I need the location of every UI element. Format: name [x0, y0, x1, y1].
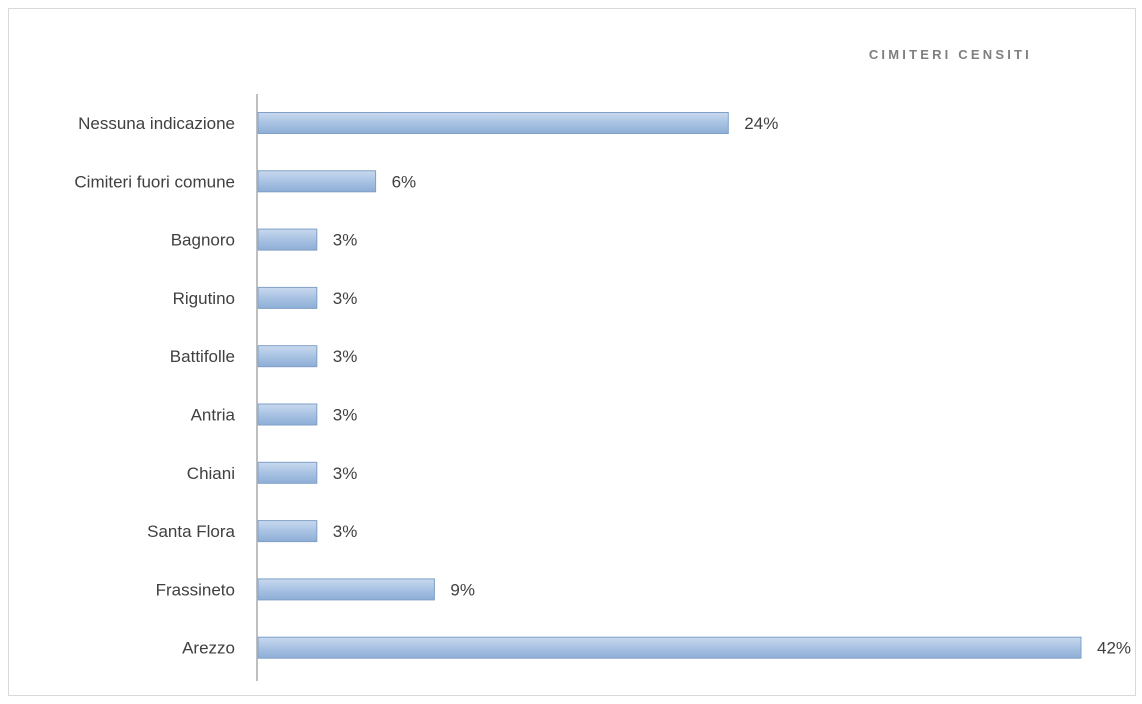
bar-arezzo	[257, 636, 1082, 659]
value-label-arezzo: 42%	[1097, 639, 1131, 658]
category-label-santa-flora: Santa Flora	[147, 522, 235, 541]
value-label-antria: 3%	[333, 406, 358, 425]
bar-santa-flora	[257, 520, 318, 543]
value-label-cimiteri-fuori-comune: 6%	[392, 172, 417, 191]
value-label-santa-flora: 3%	[333, 522, 358, 541]
value-label-rigutino: 3%	[333, 289, 358, 308]
value-label-battifolle: 3%	[333, 347, 358, 366]
bar-antria	[257, 403, 318, 426]
value-label-frassineto: 9%	[450, 580, 475, 599]
value-label-chiani: 3%	[333, 464, 358, 483]
value-label-bagnoro: 3%	[333, 231, 358, 250]
category-label-bagnoro: Bagnoro	[171, 231, 235, 250]
value-labels-group: 24% 6% 3% 3% 3% 3% 3% 3% 9% 42%	[333, 114, 1131, 658]
bar-frassineto	[257, 578, 435, 601]
category-label-arezzo: Arezzo	[182, 639, 235, 658]
category-label-antria: Antria	[191, 406, 236, 425]
category-label-battifolle: Battifolle	[170, 347, 235, 366]
bar-rigutino	[257, 286, 318, 309]
bar-cimiteri-fuori-comune	[257, 170, 377, 193]
category-label-rigutino: Rigutino	[173, 289, 235, 308]
category-label-cimiteri-fuori-comune: Cimiteri fuori comune	[74, 172, 235, 191]
category-labels-group: Nessuna indicazione Cimiteri fuori comune…	[74, 114, 235, 658]
value-label-nessuna-indicazione: 24%	[744, 114, 778, 133]
category-label-nessuna-indicazione: Nessuna indicazione	[78, 114, 235, 133]
bar-chiani	[257, 461, 318, 484]
category-label-chiani: Chiani	[187, 464, 235, 483]
bar-bagnoro	[257, 228, 318, 251]
category-label-frassineto: Frassineto	[156, 580, 235, 599]
bar-battifolle	[257, 345, 318, 368]
chart-title: CIMITERI CENSITI	[869, 47, 1032, 62]
bars-group	[257, 112, 1082, 659]
bar-nessuna-indicazione	[257, 112, 729, 134]
